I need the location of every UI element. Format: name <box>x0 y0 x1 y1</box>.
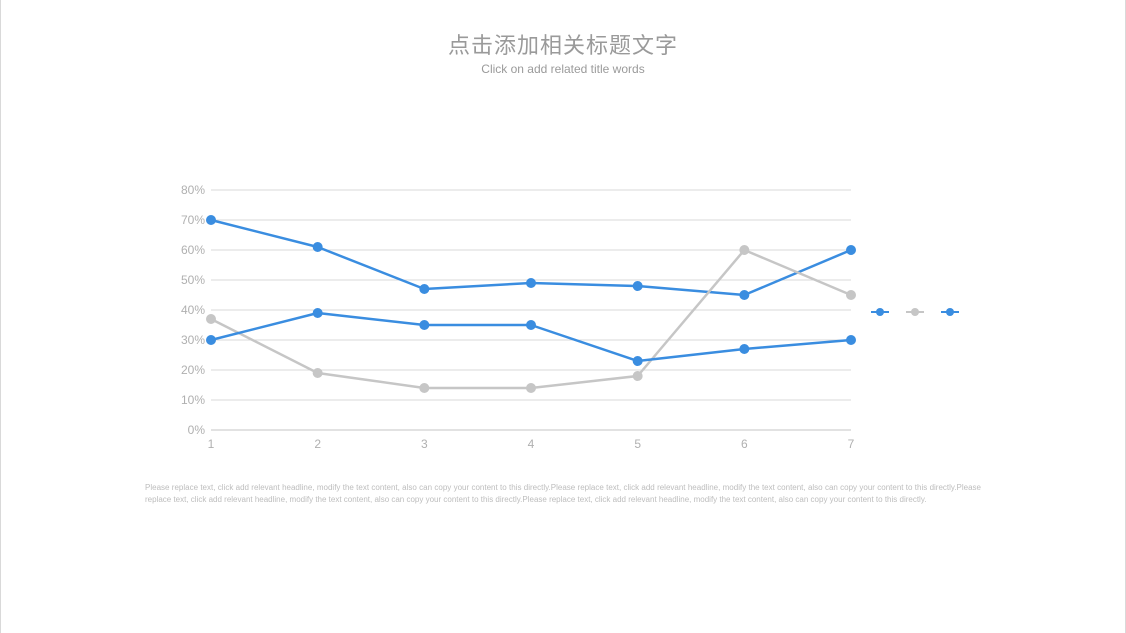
legend-marker-series-b <box>911 308 919 316</box>
series-marker-series-a <box>633 281 643 291</box>
legend-marker-series-c <box>946 308 954 316</box>
series-marker-series-a <box>739 290 749 300</box>
footer-text: Please replace text, click add relevant … <box>145 482 981 505</box>
series-marker-series-c <box>526 320 536 330</box>
series-marker-series-a <box>313 242 323 252</box>
y-tick-label: 80% <box>181 183 205 197</box>
series-marker-series-b <box>846 290 856 300</box>
series-line-series-b <box>211 250 851 388</box>
y-tick-label: 40% <box>181 303 205 317</box>
x-tick-label: 7 <box>848 437 855 451</box>
title-main: 点击添加相关标题文字 <box>1 28 1125 60</box>
x-tick-label: 6 <box>741 437 748 451</box>
series-marker-series-c <box>419 320 429 330</box>
title-block: 点击添加相关标题文字 Click on add related title wo… <box>1 28 1125 76</box>
y-tick-label: 50% <box>181 273 205 287</box>
y-tick-label: 30% <box>181 333 205 347</box>
series-marker-series-c <box>633 356 643 366</box>
series-marker-series-c <box>313 308 323 318</box>
y-tick-label: 20% <box>181 363 205 377</box>
series-marker-series-b <box>633 371 643 381</box>
series-marker-series-a <box>206 215 216 225</box>
series-marker-series-b <box>419 383 429 393</box>
chart-svg: 0% 10% 20% 30% 40% 50% 60% 70% 80% 1 2 3 4 5 6 7 <box>171 180 991 470</box>
series-marker-series-b <box>739 245 749 255</box>
title-sub: Click on add related title words <box>1 62 1125 76</box>
x-tick-label: 2 <box>314 437 321 451</box>
series-marker-series-b <box>206 314 216 324</box>
series-marker-series-c <box>206 335 216 345</box>
y-tick-label: 10% <box>181 393 205 407</box>
series-marker-series-b <box>313 368 323 378</box>
legend-marker-series-a <box>876 308 884 316</box>
series-marker-series-c <box>846 335 856 345</box>
series-marker-series-b <box>526 383 536 393</box>
slide-canvas: 点击添加相关标题文字 Click on add related title wo… <box>0 0 1126 633</box>
x-tick-label: 5 <box>634 437 641 451</box>
y-tick-label: 60% <box>181 243 205 257</box>
x-tick-label: 4 <box>528 437 535 451</box>
x-tick-label: 1 <box>208 437 215 451</box>
series-marker-series-a <box>526 278 536 288</box>
line-chart: 0% 10% 20% 30% 40% 50% 60% 70% 80% 1 2 3 4 5 6 7 <box>171 180 991 475</box>
series-marker-series-c <box>739 344 749 354</box>
y-tick-label: 0% <box>188 423 206 437</box>
series-marker-series-a <box>846 245 856 255</box>
x-tick-label: 3 <box>421 437 428 451</box>
y-tick-label: 70% <box>181 213 205 227</box>
series-marker-series-a <box>419 284 429 294</box>
